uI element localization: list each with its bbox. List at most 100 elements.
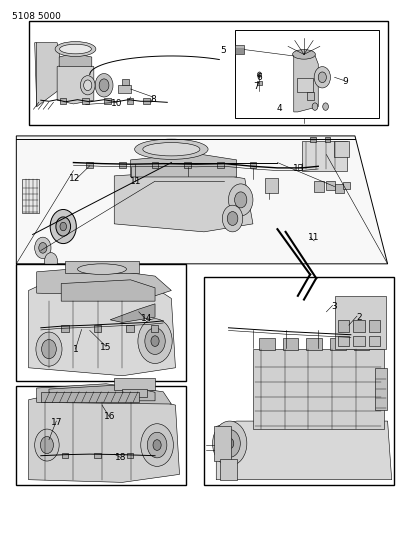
FancyBboxPatch shape	[61, 325, 69, 332]
FancyBboxPatch shape	[119, 162, 126, 168]
Text: 3: 3	[332, 302, 337, 311]
Text: 10: 10	[111, 99, 122, 108]
Text: 18: 18	[115, 453, 126, 462]
Circle shape	[219, 430, 240, 457]
FancyBboxPatch shape	[62, 453, 68, 458]
FancyBboxPatch shape	[127, 98, 133, 104]
FancyBboxPatch shape	[114, 378, 155, 390]
Text: 17: 17	[51, 418, 62, 426]
FancyBboxPatch shape	[375, 368, 387, 410]
FancyBboxPatch shape	[353, 320, 365, 332]
Circle shape	[213, 421, 247, 466]
FancyBboxPatch shape	[22, 179, 39, 213]
FancyBboxPatch shape	[60, 98, 66, 104]
Text: 1: 1	[73, 345, 78, 353]
FancyBboxPatch shape	[307, 92, 314, 100]
Ellipse shape	[135, 139, 208, 159]
FancyBboxPatch shape	[143, 98, 150, 104]
Circle shape	[226, 438, 234, 449]
FancyBboxPatch shape	[310, 137, 316, 142]
FancyBboxPatch shape	[306, 338, 322, 350]
Circle shape	[36, 332, 62, 366]
Text: 12: 12	[69, 174, 80, 183]
FancyBboxPatch shape	[220, 459, 237, 480]
FancyBboxPatch shape	[250, 162, 256, 168]
Ellipse shape	[55, 42, 96, 56]
Circle shape	[138, 319, 172, 364]
Circle shape	[227, 212, 238, 225]
Polygon shape	[16, 136, 388, 264]
FancyBboxPatch shape	[369, 336, 380, 346]
Ellipse shape	[143, 142, 200, 156]
Polygon shape	[110, 304, 155, 322]
Polygon shape	[114, 171, 253, 232]
Circle shape	[44, 253, 58, 270]
Polygon shape	[35, 43, 53, 107]
Circle shape	[95, 74, 113, 97]
FancyBboxPatch shape	[16, 386, 186, 485]
FancyBboxPatch shape	[235, 45, 244, 54]
Circle shape	[151, 336, 159, 346]
Text: 4: 4	[277, 104, 282, 113]
Circle shape	[80, 76, 95, 95]
FancyBboxPatch shape	[338, 336, 349, 346]
FancyBboxPatch shape	[86, 162, 93, 168]
FancyBboxPatch shape	[297, 78, 313, 92]
Polygon shape	[49, 385, 155, 401]
Polygon shape	[37, 43, 65, 107]
Polygon shape	[29, 390, 180, 482]
FancyBboxPatch shape	[369, 320, 380, 332]
Circle shape	[35, 237, 51, 259]
Polygon shape	[29, 274, 175, 376]
Text: 5108 5000: 5108 5000	[12, 12, 61, 21]
FancyBboxPatch shape	[338, 320, 349, 332]
Polygon shape	[122, 79, 129, 85]
FancyBboxPatch shape	[204, 277, 394, 485]
Circle shape	[257, 72, 262, 77]
Circle shape	[60, 222, 67, 231]
Circle shape	[56, 217, 71, 236]
Circle shape	[318, 72, 326, 83]
FancyBboxPatch shape	[325, 137, 330, 142]
Circle shape	[145, 328, 165, 354]
FancyBboxPatch shape	[65, 261, 139, 273]
Circle shape	[99, 79, 109, 92]
Polygon shape	[61, 280, 155, 301]
Text: 5: 5	[221, 46, 226, 55]
FancyBboxPatch shape	[29, 21, 388, 125]
Polygon shape	[37, 384, 171, 404]
Ellipse shape	[78, 264, 126, 274]
Circle shape	[222, 205, 243, 232]
FancyBboxPatch shape	[127, 453, 133, 458]
FancyBboxPatch shape	[126, 325, 134, 332]
Circle shape	[39, 243, 47, 253]
Circle shape	[35, 429, 59, 461]
Circle shape	[141, 424, 173, 466]
Polygon shape	[37, 268, 171, 296]
FancyBboxPatch shape	[184, 162, 191, 168]
Text: 11: 11	[130, 177, 142, 185]
Text: 8: 8	[150, 95, 156, 103]
FancyBboxPatch shape	[259, 338, 275, 350]
Polygon shape	[131, 154, 237, 177]
Text: 6: 6	[256, 74, 262, 82]
FancyBboxPatch shape	[94, 325, 101, 332]
Ellipse shape	[60, 44, 91, 54]
FancyBboxPatch shape	[214, 426, 231, 461]
FancyBboxPatch shape	[217, 162, 224, 168]
Polygon shape	[118, 85, 131, 93]
FancyBboxPatch shape	[343, 182, 350, 189]
Circle shape	[312, 103, 318, 110]
FancyBboxPatch shape	[330, 338, 346, 350]
Text: 2: 2	[356, 313, 362, 321]
FancyBboxPatch shape	[335, 184, 344, 193]
FancyBboxPatch shape	[353, 336, 365, 346]
Text: 14: 14	[141, 314, 153, 322]
Circle shape	[84, 80, 92, 91]
Text: 9: 9	[342, 77, 348, 86]
FancyBboxPatch shape	[16, 264, 186, 381]
FancyBboxPatch shape	[314, 181, 324, 192]
Polygon shape	[57, 61, 94, 104]
Circle shape	[40, 437, 53, 454]
FancyBboxPatch shape	[283, 338, 298, 350]
